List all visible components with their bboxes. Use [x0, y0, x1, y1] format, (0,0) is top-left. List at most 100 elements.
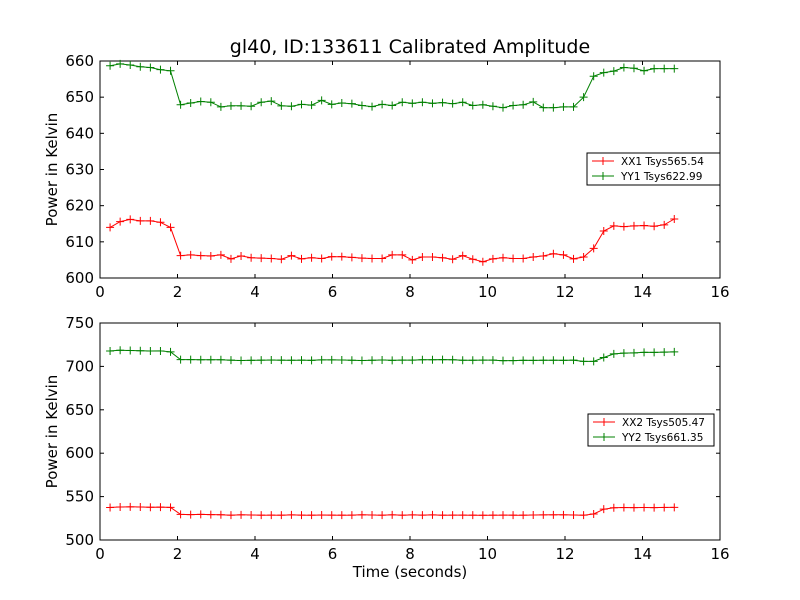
data-point-marker	[388, 250, 397, 259]
data-point-marker	[337, 252, 346, 261]
data-point-marker	[398, 356, 407, 365]
data-point-marker	[176, 251, 185, 260]
data-point-marker	[237, 356, 246, 365]
data-point-marker	[156, 346, 165, 355]
data-point-marker	[509, 254, 518, 263]
data-point-marker	[458, 98, 467, 107]
data-point-marker	[640, 503, 649, 512]
data-point-marker	[368, 254, 377, 263]
data-point-marker	[509, 101, 518, 110]
data-point-marker	[347, 99, 356, 108]
legend-entry-label: YY1 Tsys622.99	[620, 171, 702, 183]
data-point-marker	[277, 101, 286, 110]
data-point-marker	[337, 355, 346, 364]
data-point-marker	[226, 356, 235, 365]
data-point-marker	[357, 510, 366, 519]
data-point-marker	[206, 510, 215, 519]
y-tick-label: 660	[65, 52, 94, 70]
data-point-marker	[549, 103, 558, 112]
data-point-marker	[237, 510, 246, 519]
data-point-marker	[599, 68, 608, 77]
data-point-marker	[126, 215, 135, 224]
data-point-marker	[257, 511, 266, 520]
data-point-marker	[287, 102, 296, 111]
data-point-marker	[448, 255, 457, 264]
data-point-marker	[166, 223, 175, 232]
data-point-marker	[619, 63, 628, 72]
data-point-marker	[116, 217, 125, 226]
x-tick-label: 6	[328, 283, 338, 301]
data-point-marker	[549, 356, 558, 365]
data-point-marker	[327, 252, 336, 261]
series-1-2	[106, 59, 679, 112]
data-point-marker	[166, 503, 175, 512]
data-point-marker	[509, 356, 518, 365]
data-point-marker	[509, 511, 518, 520]
data-point-marker	[629, 64, 638, 73]
data-point-marker	[226, 511, 235, 520]
data-point-marker	[116, 59, 125, 68]
data-point-marker	[468, 255, 477, 264]
data-point-marker	[327, 511, 336, 520]
data-point-marker	[468, 511, 477, 520]
data-point-marker	[186, 355, 195, 364]
data-point-marker	[660, 503, 669, 512]
data-point-marker	[609, 503, 618, 512]
x-tick-label: 10	[478, 545, 497, 563]
series-line	[110, 63, 675, 109]
data-point-marker	[579, 253, 588, 262]
data-point-marker	[337, 98, 346, 107]
data-point-marker	[226, 254, 235, 263]
y-axis-label: Power in Kelvin	[43, 113, 61, 227]
data-point-marker	[297, 100, 306, 109]
data-point-marker	[438, 253, 447, 262]
data-point-marker	[418, 98, 427, 107]
y-tick-label: 650	[65, 401, 94, 419]
legend-marker	[599, 157, 607, 165]
x-tick-label: 16	[710, 545, 729, 563]
data-point-marker	[398, 250, 407, 259]
data-point-marker	[196, 251, 205, 260]
legend-box	[587, 413, 715, 447]
data-point-marker	[559, 356, 568, 365]
data-point-marker	[670, 215, 679, 224]
x-axis-label: Time (seconds)	[352, 563, 468, 581]
data-point-marker	[106, 346, 115, 355]
data-point-marker	[478, 356, 487, 365]
y-tick-label: 600	[65, 444, 94, 462]
data-point-marker	[579, 357, 588, 366]
data-point-marker	[267, 511, 276, 520]
data-point-marker	[629, 221, 638, 230]
data-point-marker	[297, 254, 306, 263]
chart-title: gl40, ID:133611 Calibrated Amplitude	[230, 36, 590, 58]
data-point-marker	[216, 250, 225, 259]
data-point-marker	[186, 250, 195, 259]
data-point-marker	[166, 347, 175, 356]
data-point-marker	[146, 347, 155, 356]
data-point-marker	[247, 356, 256, 365]
data-point-marker	[317, 355, 326, 364]
data-point-marker	[378, 100, 387, 109]
legend-box	[586, 152, 721, 186]
data-point-marker	[428, 355, 437, 364]
data-point-marker	[327, 100, 336, 109]
data-point-marker	[478, 257, 487, 266]
data-point-marker	[599, 226, 608, 235]
series-1-1	[106, 215, 679, 266]
data-point-marker	[650, 222, 659, 231]
data-point-marker	[287, 356, 296, 365]
data-point-marker	[619, 349, 628, 358]
data-point-marker	[368, 511, 377, 520]
data-point-marker	[519, 511, 528, 520]
data-point-marker	[428, 510, 437, 519]
data-point-marker	[488, 254, 497, 263]
data-point-marker	[136, 503, 145, 512]
data-point-marker	[297, 356, 306, 365]
data-point-marker	[277, 511, 286, 520]
data-point-marker	[156, 503, 165, 512]
data-point-marker	[650, 503, 659, 512]
data-point-marker	[428, 99, 437, 108]
legend-marker	[600, 418, 608, 426]
